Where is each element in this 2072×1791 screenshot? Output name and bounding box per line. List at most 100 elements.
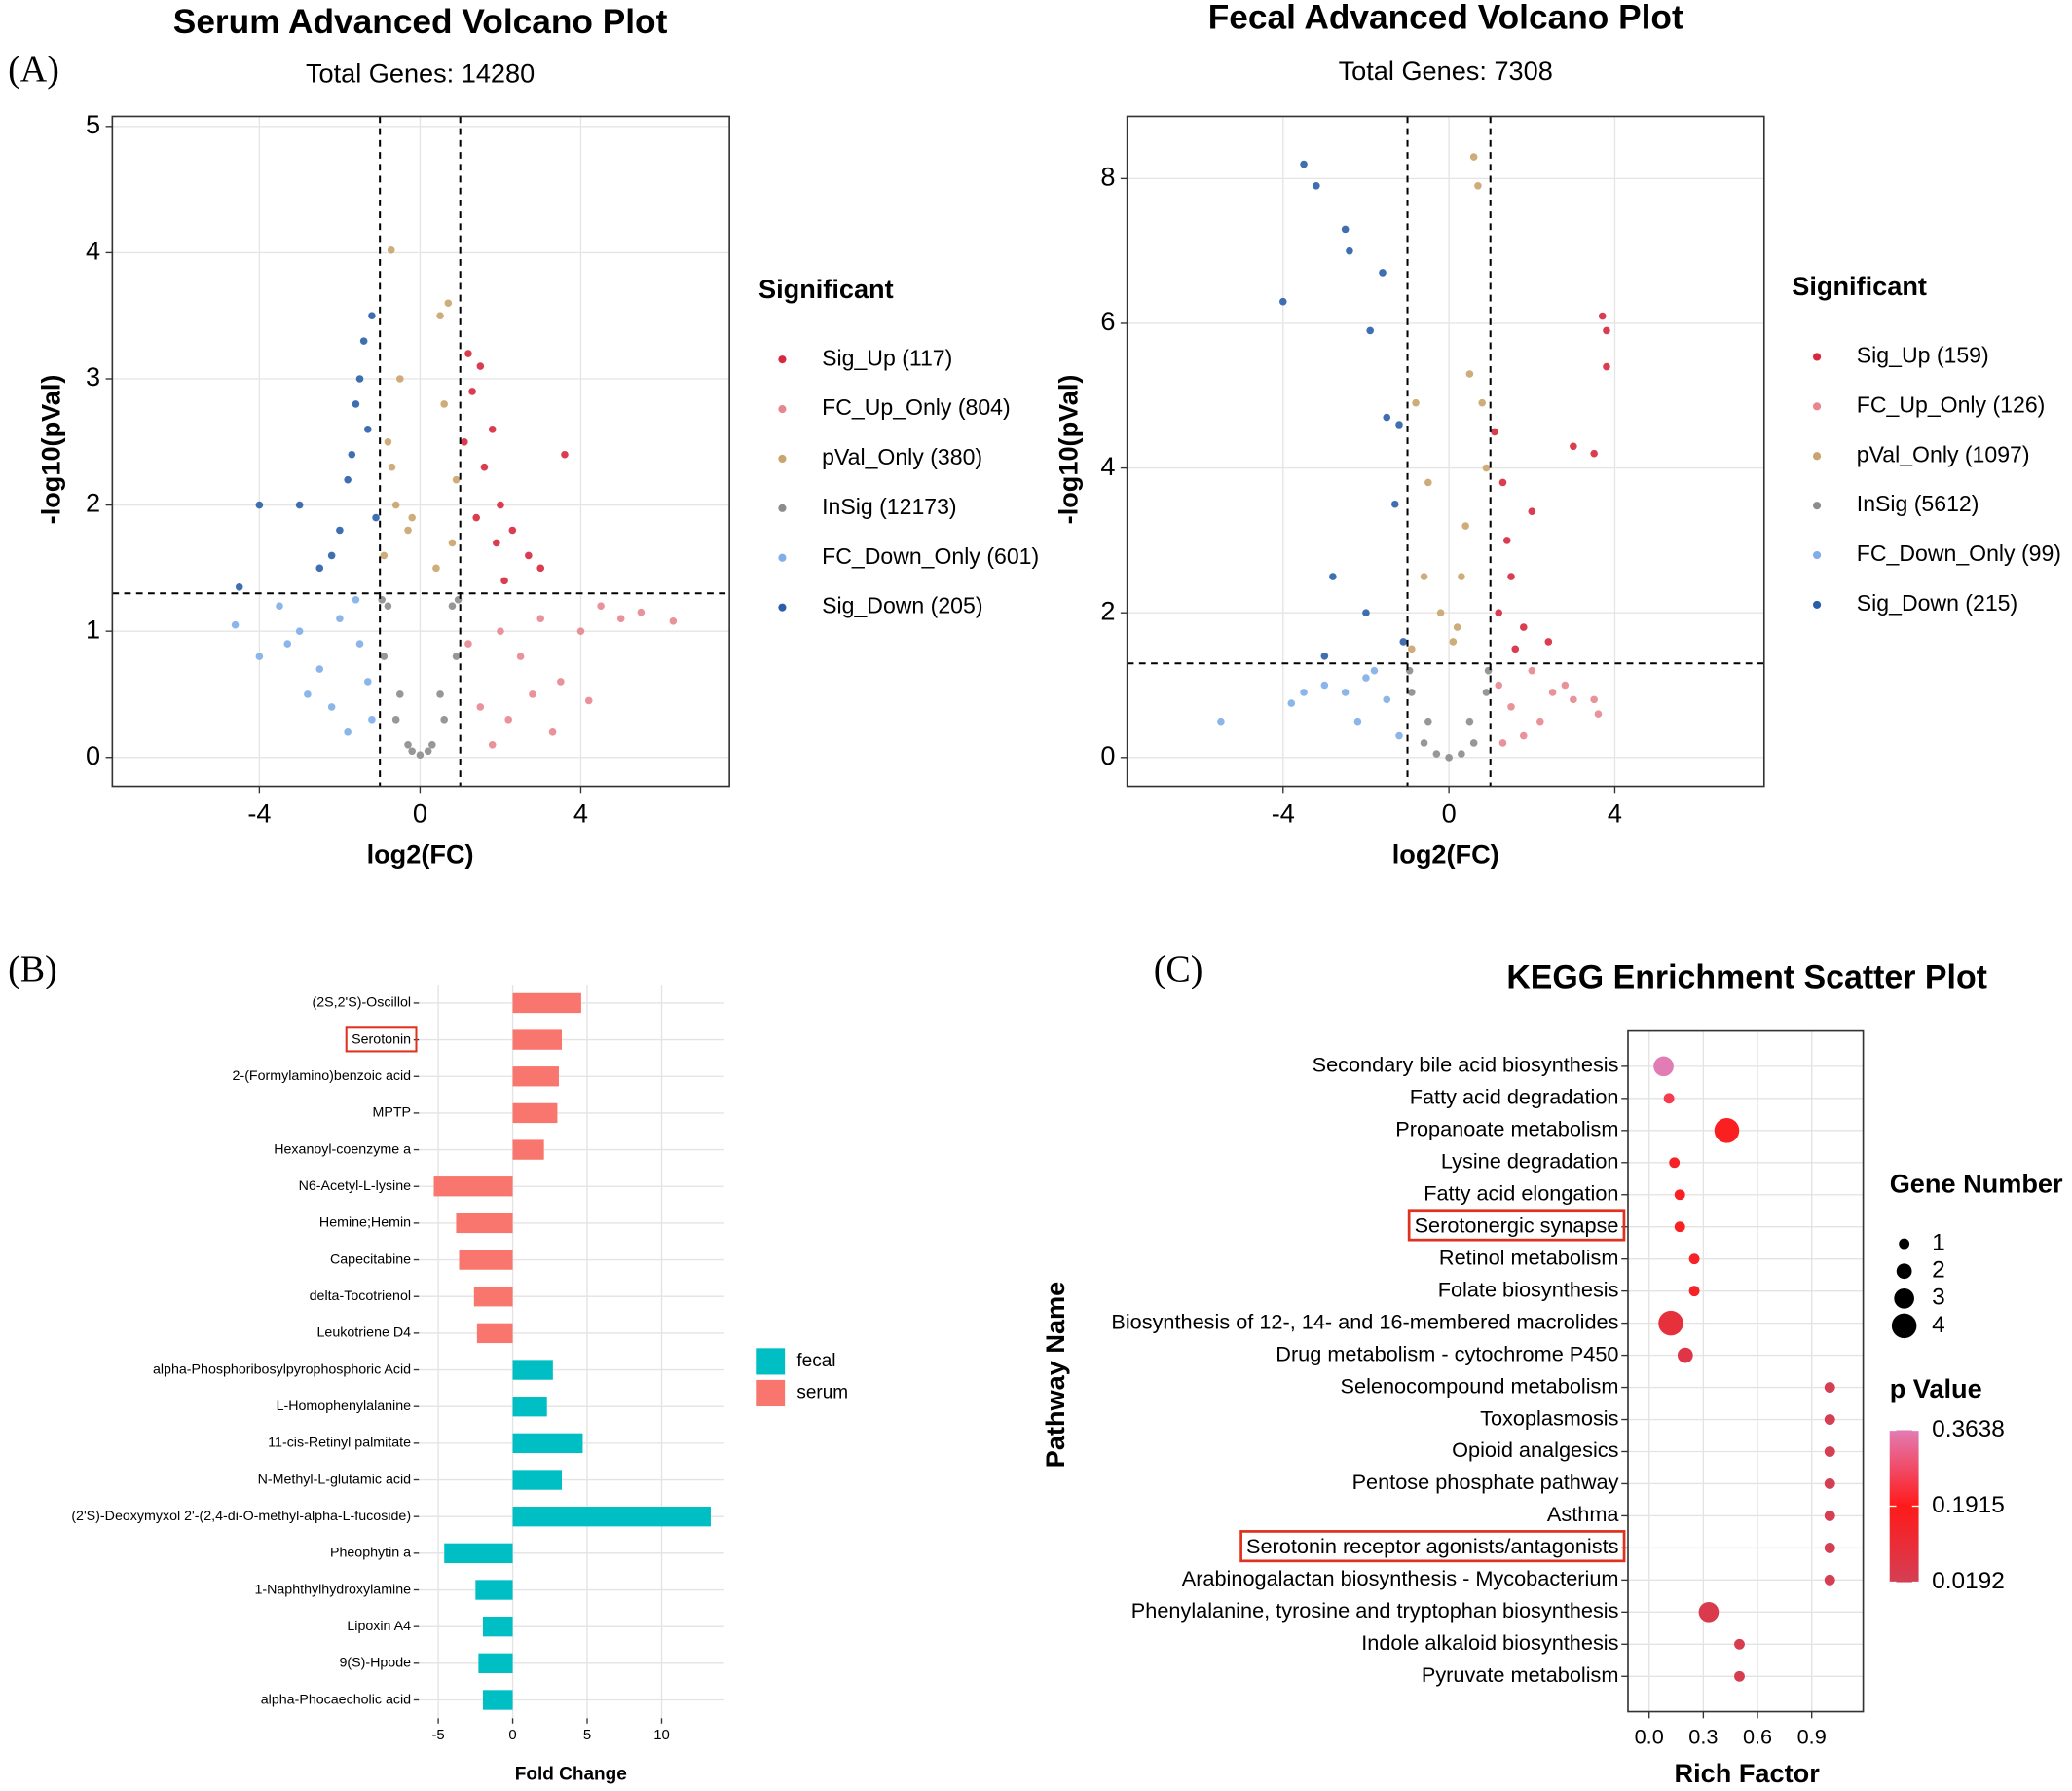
- plot-background: [419, 985, 724, 1719]
- point: [1603, 362, 1610, 371]
- point: [669, 616, 678, 625]
- y-tick-label: Serotonin: [352, 1031, 411, 1047]
- point: [448, 602, 457, 611]
- point: [529, 690, 536, 698]
- y-tick-label: 9(S)-Hpode: [339, 1656, 411, 1671]
- point: [1395, 731, 1403, 740]
- point: [1453, 623, 1462, 631]
- legend-label: fecal: [796, 1351, 835, 1371]
- point: [1519, 731, 1528, 740]
- point: [432, 564, 440, 573]
- point: [504, 716, 513, 724]
- highlight-box: [1240, 1530, 1626, 1563]
- point: [1407, 689, 1416, 696]
- y-tick-label: N-Methyl-L-glutamic acid: [258, 1472, 411, 1487]
- y-tick-label: Capecitabine: [330, 1251, 411, 1267]
- point: [1320, 681, 1329, 690]
- point: [508, 526, 517, 535]
- y-tick-label: Serotonin receptor agonists/antagonists: [1246, 1534, 1619, 1558]
- y-tick-label: 8: [1100, 162, 1115, 192]
- y-tick-label: 11-cis-Retinyl palmitate: [268, 1436, 411, 1451]
- x-tick-label: 4: [1608, 799, 1622, 829]
- y-tick-label: Selenocompound metabolism: [1341, 1373, 1619, 1398]
- legend-marker: [1896, 1263, 1912, 1280]
- bubble: [1669, 1157, 1681, 1169]
- panel-label: (C): [1154, 950, 1203, 990]
- legend-label: 4: [1932, 1312, 1945, 1338]
- legend-marker: [1899, 1238, 1910, 1250]
- point: [1570, 442, 1577, 451]
- point: [548, 728, 557, 736]
- legend-label: 2: [1932, 1257, 1945, 1284]
- y-tick-label: Hexanoyl-coenzyme a: [274, 1141, 411, 1157]
- point: [1379, 269, 1387, 277]
- point: [368, 716, 376, 724]
- legend-label: 1: [1932, 1230, 1945, 1256]
- point: [315, 564, 324, 573]
- point: [1313, 181, 1320, 190]
- point: [1495, 681, 1503, 690]
- point: [1436, 609, 1445, 617]
- y-tick-label: Toxoplasmosis: [1480, 1405, 1618, 1430]
- legend-label: FC_Up_Only (804): [822, 394, 1011, 420]
- y-tick-label: Fatty acid degradation: [1410, 1085, 1619, 1109]
- x-tick-label: 0: [508, 1727, 516, 1743]
- bubble: [1824, 1511, 1835, 1521]
- x-tick-label: -4: [247, 799, 271, 829]
- point: [1383, 413, 1391, 422]
- point: [1603, 326, 1610, 335]
- x-axis-label: log2(FC): [1392, 840, 1499, 870]
- point: [1300, 160, 1308, 168]
- point: [1362, 609, 1370, 617]
- x-tick-label: 0.9: [1797, 1724, 1827, 1748]
- point: [1329, 573, 1337, 580]
- point: [1341, 225, 1350, 234]
- y-tick-label: 0: [86, 740, 100, 770]
- point: [336, 615, 344, 622]
- point: [1478, 398, 1486, 407]
- x-tick-label: 0: [413, 799, 427, 829]
- x-tick-label: 0.3: [1688, 1724, 1718, 1748]
- y-tick-label: Indole alkaloid biosynthesis: [1361, 1630, 1618, 1655]
- y-tick-label: (2S,2'S)-Oscillol: [312, 995, 411, 1011]
- point: [468, 388, 476, 395]
- point: [516, 653, 525, 660]
- legend-label: Sig_Up (117): [822, 345, 952, 370]
- point: [1561, 681, 1570, 690]
- point: [1420, 739, 1428, 747]
- point: [452, 653, 461, 660]
- point: [1458, 573, 1465, 580]
- bar: [512, 1507, 711, 1527]
- legend-swatch: [756, 1379, 786, 1407]
- legend-marker: [778, 355, 787, 364]
- legend-marker: [1813, 402, 1822, 411]
- point: [561, 450, 569, 459]
- y-tick-label: Hemine;Hemin: [319, 1215, 411, 1231]
- point: [1482, 464, 1491, 472]
- point: [295, 627, 304, 635]
- point: [336, 526, 344, 535]
- point: [1474, 181, 1482, 190]
- colorbar-label: 0.0192: [1932, 1568, 2005, 1594]
- point: [391, 716, 400, 724]
- y-tick-label: Fatty acid elongation: [1424, 1180, 1618, 1205]
- point: [1519, 623, 1528, 631]
- y-tick-label: alpha-Phocaecholic acid: [261, 1692, 411, 1707]
- point: [255, 501, 264, 509]
- point: [304, 690, 312, 698]
- point: [355, 640, 364, 648]
- bar: [512, 1470, 563, 1490]
- point: [1507, 573, 1515, 580]
- bubble: [1734, 1638, 1745, 1650]
- bar: [482, 1690, 513, 1710]
- point: [1395, 421, 1403, 429]
- point: [1424, 717, 1432, 726]
- y-tick-label: Lysine degradation: [1441, 1149, 1619, 1174]
- y-tick-label: Pentose phosphate pathway: [1352, 1470, 1619, 1494]
- point: [348, 450, 356, 459]
- legend-label: FC_Up_Only (126): [1857, 392, 2046, 417]
- point: [1300, 689, 1308, 696]
- plot-border: [111, 115, 730, 788]
- y-tick-label: 2-(Formylamino)benzoic acid: [233, 1068, 412, 1084]
- legend-label: Sig_Down (215): [1857, 590, 2017, 616]
